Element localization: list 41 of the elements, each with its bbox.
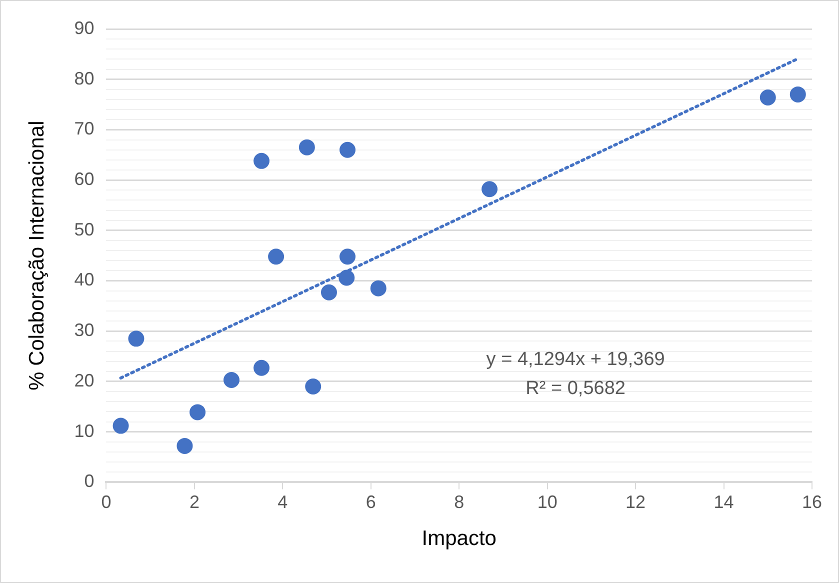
x-tick-label: 6	[366, 492, 376, 512]
point	[298, 139, 315, 156]
point	[253, 152, 270, 169]
y-tick-label: 20	[74, 370, 94, 390]
point	[760, 89, 776, 106]
y-tick-label: 70	[74, 118, 94, 139]
point	[305, 378, 322, 395]
annotation: y = 4,1294x + 19,369	[486, 349, 665, 370]
point	[223, 372, 240, 388]
point	[320, 284, 337, 300]
point	[790, 86, 806, 102]
point	[338, 270, 355, 286]
y-tick-label: 10	[74, 420, 94, 441]
y-tick-label: 60	[74, 169, 94, 190]
x-tick-label: 12	[626, 492, 646, 512]
point	[176, 438, 193, 454]
point	[340, 142, 356, 158]
x-tick-label: 14	[714, 492, 734, 512]
point	[128, 330, 144, 347]
x-tick-label: 8	[454, 492, 464, 512]
x-tick-label: 0	[101, 492, 112, 512]
point	[370, 280, 386, 296]
y-tick-label: 50	[74, 219, 94, 240]
y-tick-label: 40	[74, 270, 94, 290]
y-axis-title: % Colaboração Internacional	[25, 120, 48, 390]
point	[253, 360, 270, 376]
point	[112, 418, 129, 434]
y-tick-label: 90	[74, 18, 94, 38]
x-axis-title: Impacto	[422, 527, 496, 550]
annotation: R² = 0,5682	[526, 378, 626, 400]
y-tick-label: 30	[74, 320, 94, 340]
x-tick-label: 10	[537, 492, 558, 512]
y-tick-label: 0	[84, 471, 94, 492]
x-tick-label: 2	[189, 492, 200, 512]
point	[340, 248, 356, 265]
point	[190, 404, 206, 420]
x-tick-label: 16	[802, 492, 822, 512]
x-tick-label: 4	[278, 492, 288, 512]
point	[482, 181, 498, 198]
y-tick-label: 80	[74, 68, 94, 88]
point	[268, 248, 284, 265]
